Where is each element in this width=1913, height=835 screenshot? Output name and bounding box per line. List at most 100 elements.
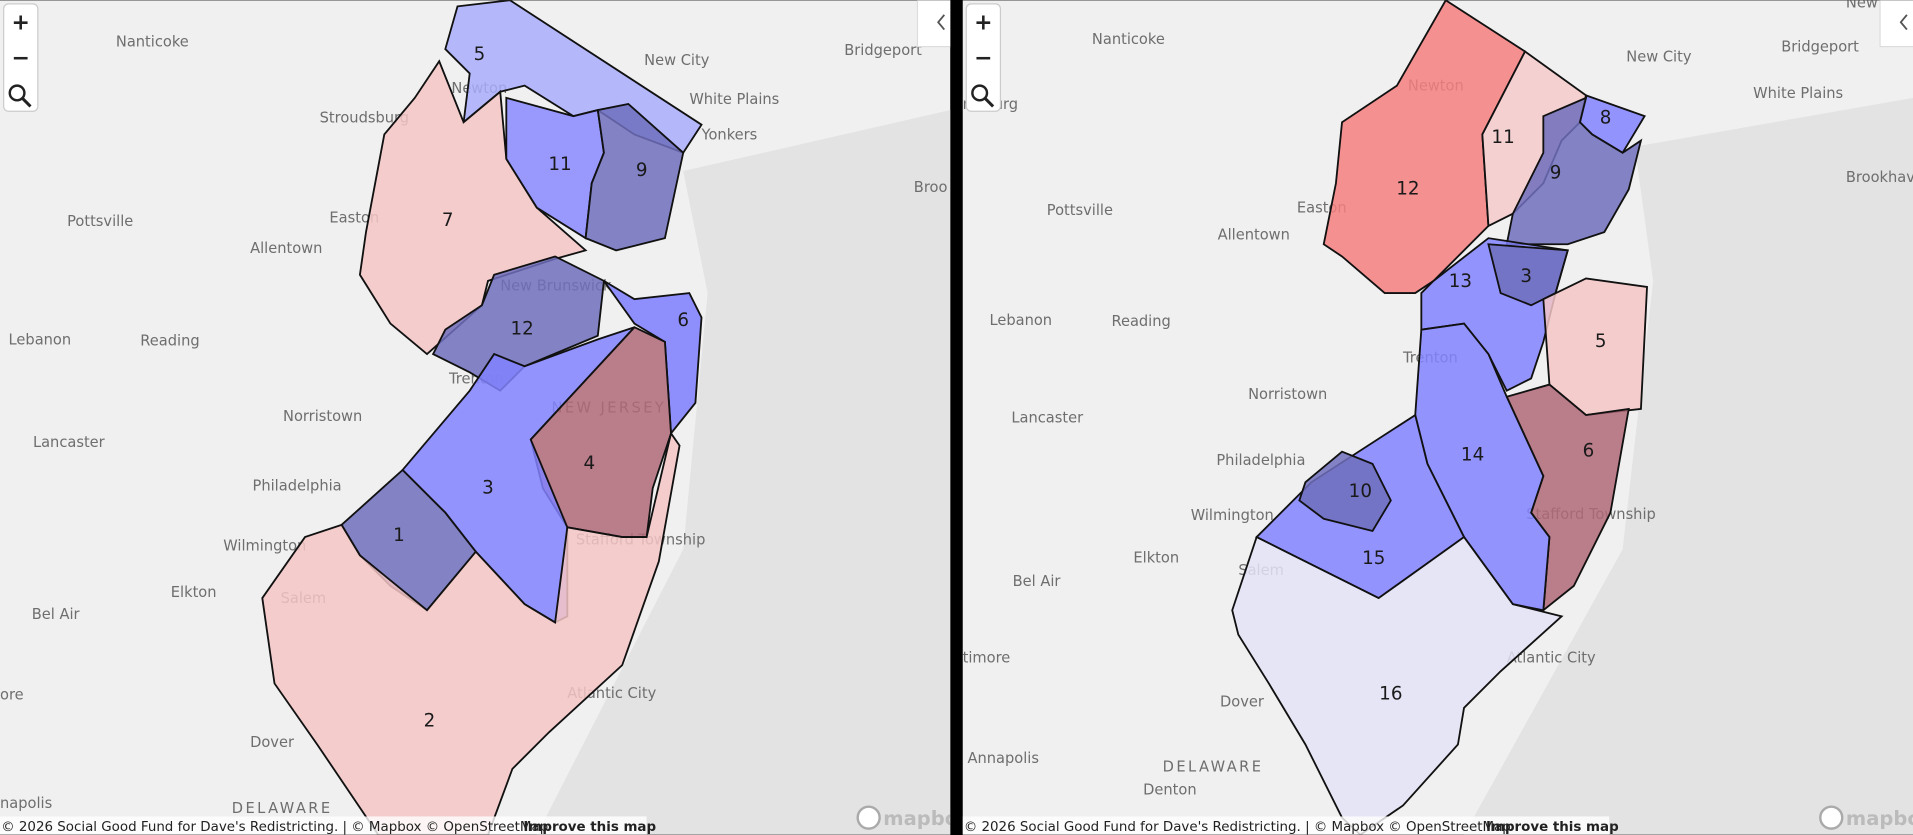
improve-map-link[interactable]: Improve this map	[1486, 820, 1619, 835]
district-label: 13	[1449, 271, 1472, 292]
zoom-reset-icon[interactable]	[8, 84, 26, 102]
place-label: New City	[644, 52, 710, 69]
improve-map-link[interactable]: Improve this map	[523, 820, 656, 835]
place-label: napolis	[0, 795, 52, 812]
district-label: 5	[1595, 331, 1607, 352]
zoom-in-button[interactable]: +	[12, 10, 30, 35]
mapbox-logo-icon	[1819, 805, 1844, 830]
district-label: 16	[1379, 683, 1402, 704]
district[interactable]	[584, 102, 685, 252]
place-label: Philadelphia	[1216, 452, 1305, 469]
place-label: Lancaster	[33, 434, 106, 451]
mapbox-logo-icon	[856, 805, 881, 830]
district[interactable]	[1505, 96, 1643, 246]
place-label: Norristown	[1248, 386, 1327, 403]
place-label: DELAWARE	[1163, 758, 1264, 775]
zoom-in-button[interactable]: +	[974, 10, 992, 35]
place-label: White Plains	[1753, 85, 1843, 102]
district-label: 11	[1491, 127, 1514, 148]
district[interactable]	[1231, 535, 1564, 835]
district-label: 14	[1461, 444, 1484, 465]
zoom-out-button[interactable]: −	[12, 46, 30, 71]
district-label: 12	[511, 319, 534, 340]
place-label: Denton	[1143, 781, 1196, 798]
place-label: White Plains	[689, 91, 779, 108]
district[interactable]	[1298, 450, 1392, 533]
ocean	[536, 110, 951, 835]
place-label: Dover	[250, 734, 295, 751]
place-label: Bridgeport	[1781, 38, 1859, 55]
place-label: Pottsville	[1047, 202, 1113, 219]
district-label: 7	[442, 210, 454, 231]
place-label: Lebanon	[989, 312, 1052, 329]
place-label: Pottsville	[67, 213, 133, 230]
place-label: Reading	[140, 333, 199, 350]
zoom-control-box	[965, 3, 1002, 112]
zoom-control-box	[3, 3, 39, 112]
map-panel: Nanticoke New City Bridgeport White Plains B…	[962, 0, 1913, 835]
place-label: Wilmington	[1191, 507, 1274, 524]
place-label: Nanticoke	[1092, 31, 1165, 48]
collapse-button[interactable]	[916, 0, 954, 48]
zoom-reset-icon-handle	[983, 96, 995, 108]
zoom-out-button[interactable]: −	[974, 46, 992, 71]
place-label: Bel Air	[32, 606, 81, 623]
district-label: 3	[1520, 266, 1532, 287]
district-label: 4	[583, 453, 595, 474]
attribution-text: © 2026 Social Good Fund for Dave's Redis…	[1, 820, 548, 835]
district-label: 6	[677, 310, 689, 331]
collapse-icon	[1899, 14, 1908, 31]
divider	[950, 0, 963, 835]
place-label: Brookhav	[1846, 169, 1913, 186]
ocean	[1464, 97, 1913, 835]
place-label: Elkton	[1133, 550, 1179, 567]
mapbox-logo: mapbox	[883, 807, 971, 830]
place-label: Bel Air	[1013, 573, 1062, 590]
place-label: Philadelphia	[253, 478, 342, 495]
zoom-reset-icon-handle	[20, 96, 32, 108]
place-label: Norristown	[283, 408, 362, 425]
district-label: 9	[1550, 162, 1562, 183]
place-label: Reading	[1111, 313, 1170, 330]
place-label: ore	[0, 686, 24, 703]
district-label: 9	[636, 160, 648, 181]
district[interactable]	[358, 59, 588, 356]
attribution-text: © 2026 Social Good Fund for Dave's Redis…	[964, 820, 1511, 835]
place-label: Broo	[914, 179, 948, 196]
district-label: 11	[548, 154, 571, 175]
place-label: Bridgeport	[844, 42, 922, 59]
place-label: New	[1846, 0, 1878, 12]
district-label: 3	[482, 477, 494, 498]
place-label: Nanticoke	[116, 34, 189, 51]
place-label: Stroudsburg	[320, 109, 409, 126]
district-label: 12	[1396, 178, 1419, 199]
place-label: Dover	[1220, 694, 1265, 711]
place-label: DELAWARE	[232, 800, 333, 817]
attribution-bar	[962, 816, 1610, 835]
district-label: 6	[1583, 441, 1595, 462]
map-panel: Nanticoke New City Bridgeport White Plains Y…	[0, 0, 971, 835]
district-label: 1	[393, 525, 405, 546]
district-label: 10	[1349, 481, 1372, 502]
collapse-button[interactable]	[1879, 0, 1913, 48]
place-label: Lebanon	[9, 331, 72, 348]
place-label: Elkton	[171, 584, 217, 601]
place-label: timore	[963, 650, 1011, 667]
district-label: 2	[424, 710, 436, 731]
place-label: New City	[1626, 48, 1692, 65]
place-label: Allentown	[1218, 226, 1290, 243]
place-label: Lancaster	[1011, 409, 1084, 426]
district[interactable]	[261, 431, 681, 835]
place-label: Wilmington	[223, 537, 306, 554]
place-label: Yonkers	[701, 126, 758, 143]
place-label: Atlantic City	[1507, 650, 1596, 667]
collapse-icon	[937, 14, 946, 31]
district-label: 15	[1362, 548, 1385, 569]
place-label: Easton	[329, 209, 379, 226]
place-label: Annapolis	[967, 750, 1038, 767]
zoom-reset-icon[interactable]	[971, 84, 989, 102]
district[interactable]	[603, 280, 703, 436]
district-label: 8	[1600, 108, 1612, 129]
